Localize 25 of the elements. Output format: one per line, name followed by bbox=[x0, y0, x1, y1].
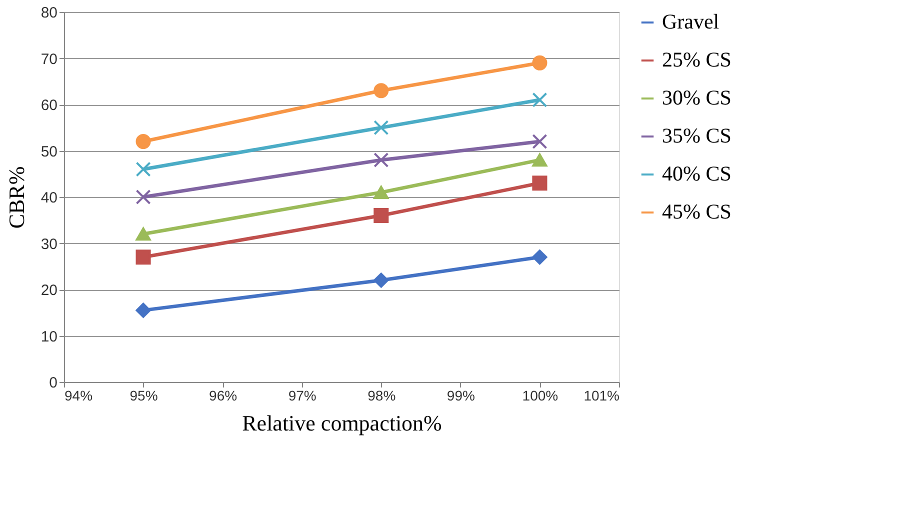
y-tick-label: 80 bbox=[40, 4, 58, 22]
legend-label: Gravel bbox=[662, 10, 720, 34]
x-tick-label: 98% bbox=[368, 388, 396, 404]
legend-label: 25% CS bbox=[662, 48, 732, 72]
y-axis-title: CBR% bbox=[4, 166, 29, 229]
x-tick-label: 96% bbox=[209, 388, 238, 404]
legend-label: 40% CS bbox=[662, 162, 732, 186]
x-tick-label: 101% bbox=[584, 388, 620, 404]
y-tick-label: 50 bbox=[40, 143, 58, 160]
x-tick-label: 94% bbox=[64, 388, 93, 404]
x-axis-title: Relative compaction% bbox=[242, 410, 442, 436]
legend-label: 35% CS bbox=[662, 124, 732, 148]
y-tick-label: 20 bbox=[40, 282, 58, 299]
x-tick-label: 97% bbox=[288, 388, 316, 404]
y-tick-label: 0 bbox=[49, 374, 58, 392]
y-tick-label: 70 bbox=[40, 50, 58, 68]
y-tick-label: 40 bbox=[40, 190, 58, 206]
x-tick-label: 100% bbox=[522, 388, 558, 404]
x-tick-label: 95% bbox=[130, 388, 158, 404]
x-tick-label: 99% bbox=[446, 388, 475, 404]
legend-label: 45% CS bbox=[662, 200, 732, 224]
y-tick-label: 10 bbox=[40, 328, 58, 346]
legend-label: 30% CS bbox=[662, 86, 732, 110]
y-tick-label: 30 bbox=[40, 236, 58, 253]
y-tick-label: 60 bbox=[40, 97, 58, 114]
